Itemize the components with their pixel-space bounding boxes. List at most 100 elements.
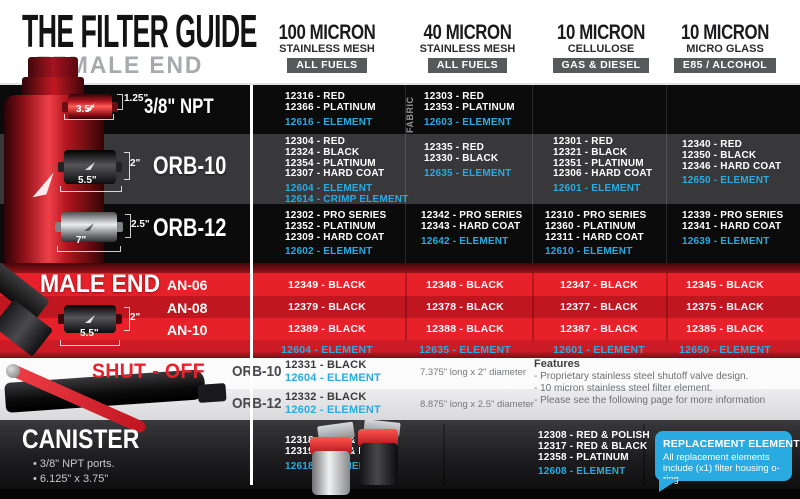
element-part-number: 12639 - ELEMENT	[682, 235, 770, 247]
fabric-note: FABRIC	[405, 96, 415, 134]
part-number: 12303 - RED	[424, 91, 485, 102]
part-number: 12304 - RED	[285, 136, 346, 147]
part-number: 12358 - PLATINUM	[538, 451, 629, 463]
cell-element-40micron: 12635 - ELEMENT	[419, 344, 511, 356]
height-dimension-label: 2.5"	[131, 219, 150, 230]
part-number: 12346 - HARD COAT	[682, 160, 782, 172]
part-number: 12317 - RED & BLACK	[538, 440, 648, 452]
bottom-edge	[0, 489, 800, 499]
row-label-orb12: ORB-12	[153, 214, 227, 242]
height-dimension-label: 2"	[130, 158, 141, 169]
part-number: 12307 - HARD COAT	[285, 168, 385, 180]
cell-an10-microglass: 12385 - BLACK	[686, 323, 764, 335]
part-number: 12308 - RED & POLISH	[538, 430, 650, 441]
cell-canister-cellulose: 12308 - RED & POLISH 12317 - RED & BLACK…	[538, 430, 650, 478]
height-dimension-line	[124, 307, 130, 331]
element-part-number: 12635 - ELEMENT	[424, 167, 512, 179]
element-part-number: 12603 - ELEMENT	[424, 116, 512, 128]
part-number: 12350 - BLACK	[682, 149, 757, 161]
part-number: 12354 - PLATINUM	[285, 157, 376, 169]
male-end-section-label: MALE END	[40, 270, 161, 298]
column-header-10-micron-cellulose: 10 MICRON CELLULOSE GAS & DIESEL	[526, 21, 676, 73]
cell-element-cellulose: 12601 - ELEMENT	[553, 344, 645, 356]
cell-orb10-cellulose: 12301 - RED 12321 - BLACK 12351 - PLATIN…	[553, 136, 653, 195]
column-divider	[443, 424, 445, 486]
aeromotive-logo-icon	[85, 315, 95, 323]
shutoff-fitting-orb10: ORB-10	[232, 363, 282, 380]
width-dimension-line	[57, 246, 121, 252]
shutoff-valve-photo	[0, 362, 235, 435]
cell-an06-100micron: 12349 - BLACK	[288, 279, 366, 291]
aeromotive-logo-icon	[85, 162, 95, 170]
header-divider	[0, 83, 800, 85]
part-number: 12352 - PLATINUM	[285, 220, 376, 232]
cell-orb12-100micron: 12302 - PRO SERIES 12352 - PLATINUM 1230…	[285, 210, 386, 258]
column-divider	[405, 85, 406, 263]
shutoff-fitting-orb12: ORB-12	[232, 395, 282, 412]
canister-bullet: • 6.125" x 3.75"	[33, 473, 109, 485]
width-dimension-label: 7"	[76, 235, 87, 246]
band-stripe	[0, 296, 800, 318]
part-number: 12321 - BLACK	[553, 146, 628, 158]
part-number: 12324 - BLACK	[285, 146, 360, 158]
cell-npt-40micron: 12303 - RED 12353 - PLATINUM 12603 - ELE…	[424, 91, 515, 128]
column-fuel-badge: ALL FUELS	[427, 58, 508, 73]
part-number: 12353 - PLATINUM	[424, 101, 515, 113]
element-part-number: 12614 - CRIMP ELEMENT	[285, 193, 409, 205]
width-dimension-line	[64, 114, 114, 120]
column-media-label: MICRO GLASS	[686, 43, 764, 55]
cell-npt-100micron: 12316 - RED 12366 - PLATINUM 12616 - ELE…	[285, 91, 376, 128]
column-divider	[643, 424, 645, 486]
features-title: Features	[534, 358, 580, 370]
cell-an08-40micron: 12378 - BLACK	[426, 301, 504, 313]
part-number: 12351 - PLATINUM	[553, 157, 644, 169]
column-media-label: CELLULOSE	[567, 43, 635, 55]
shutoff-size-orb12: 8.875" long x 2.5" diameter	[420, 399, 534, 410]
cell-shutoff-orb12: 12332 - BLACK 12602 - ELEMENT	[285, 392, 381, 416]
element-part-number: 12608 - ELEMENT	[538, 466, 626, 478]
column-divider	[666, 85, 667, 263]
column-micron-label: 10 MICRON	[557, 21, 645, 44]
feature-item: - Proprietary stainless steel shutoff va…	[534, 371, 749, 382]
element-part-number: 12650 - ELEMENT	[682, 175, 770, 187]
part-number: 12366 - PLATINUM	[285, 101, 376, 113]
part-number: 12306 - HARD COAT	[553, 168, 653, 180]
an10-label: AN-10	[167, 322, 208, 338]
shutoff-section-label: SHUT - OFF	[92, 360, 206, 383]
an06-label: AN-06	[167, 277, 208, 293]
height-dimension-line	[125, 214, 131, 238]
part-number: 12341 - HARD COAT	[682, 220, 782, 232]
part-number: 12335 - RED	[424, 142, 485, 153]
cell-shutoff-orb10: 12331 - BLACK 12604 - ELEMENT	[285, 360, 381, 384]
width-dimension-label: 5.5"	[78, 175, 97, 186]
orb12-filter-image	[55, 212, 123, 242]
replacement-elements-callout: REPLACEMENT ELEMENTS All replacement ele…	[655, 431, 800, 492]
row-npt-background	[0, 85, 800, 134]
part-number: 12339 - PRO SERIES	[682, 210, 784, 221]
column-divider	[532, 273, 534, 341]
part-number: 12331 - BLACK	[285, 359, 367, 371]
cell-an08-cellulose: 12377 - BLACK	[560, 301, 638, 313]
column-media-label: STAINLESS MESH	[419, 43, 516, 55]
cell-orb12-cellulose: 12310 - PRO SERIES 12360 - PLATINUM 1231…	[545, 210, 646, 258]
part-number: 12311 - HARD COAT	[545, 231, 644, 243]
cell-an08-microglass: 12375 - BLACK	[686, 301, 764, 313]
width-dimension-line	[60, 340, 120, 346]
cell-an08-100micron: 12379 - BLACK	[288, 301, 366, 313]
column-media-label: STAINLESS MESH	[279, 43, 375, 55]
row-label-orb10: ORB-10	[153, 152, 227, 180]
cell-an06-microglass: 12345 - BLACK	[686, 279, 764, 291]
cell-element-100micron: 12604 - ELEMENT	[281, 344, 373, 356]
column-divider	[405, 273, 407, 341]
feature-item: - 10 micron stainless steel filter eleme…	[534, 383, 713, 394]
part-number: 12343 - HARD COAT	[421, 220, 521, 232]
row-orb12-background	[0, 204, 800, 263]
part-number: 12360 - PLATINUM	[545, 220, 636, 232]
part-number: 12309 - HARD COAT	[285, 231, 385, 243]
column-header-10-micron-microglass: 10 MICRON MICRO GLASS E85 / ALCOHOL	[650, 22, 800, 73]
column-divider	[532, 85, 533, 263]
shutoff-size-orb10: 7.375" long x 2" diameter	[420, 367, 527, 378]
cell-orb10-microglass: 12340 - RED 12350 - BLACK 12346 - HARD C…	[682, 139, 782, 187]
part-number: 12330 - BLACK	[424, 152, 499, 164]
